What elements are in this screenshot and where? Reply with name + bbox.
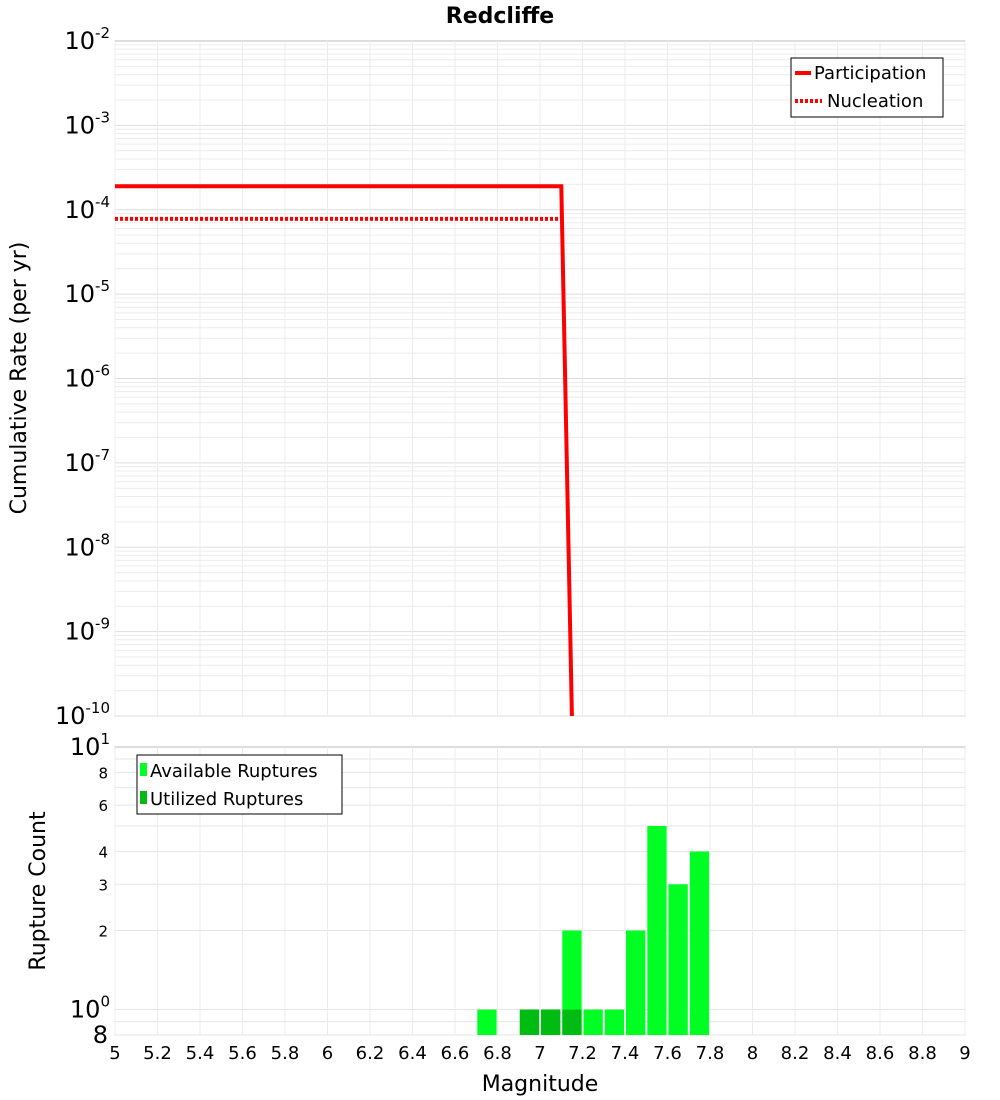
magnitude-x-axis-label: Magnitude <box>482 1072 599 1097</box>
legend-nucleation-label: Nucleation <box>827 91 923 112</box>
magnitude-x-tick-label: 7.2 <box>568 1043 597 1064</box>
magnitude-x-tick-label: 8.8 <box>908 1043 937 1064</box>
rate-y-tick-label: 10-7 <box>64 446 110 477</box>
rate-y-axis-label: Cumulative Rate (per yr) <box>7 242 32 515</box>
legend-participation-label: Participation <box>814 63 926 84</box>
rupture-y-minor-tick-label: 4 <box>98 843 108 861</box>
available-rupture-bar <box>583 1009 603 1035</box>
magnitude-x-tick-label: 7.8 <box>696 1043 725 1064</box>
rate-y-tick-label-exponent: -2 <box>95 24 110 42</box>
available-rupture-bar <box>626 930 646 1035</box>
rate-y-tick-label: 10-6 <box>64 362 110 393</box>
rate-y-tick-label-exponent: -7 <box>95 446 110 464</box>
rate-y-tick-label-base: 10 <box>55 702 86 730</box>
magnitude-x-tick-label: 7.6 <box>653 1043 682 1064</box>
chart-title: Redcliffe <box>446 4 554 29</box>
rate-series <box>115 184 574 717</box>
legend-utilized-swatch <box>140 791 147 804</box>
rupture-y-minor-tick-label: 3 <box>98 876 108 894</box>
rate-legend-box <box>790 57 944 118</box>
magnitude-x-tick-label: 5.4 <box>186 1043 215 1064</box>
magnitude-x-tick-label: 8 <box>747 1043 758 1064</box>
rate-y-tick-label-base: 10 <box>64 618 95 646</box>
legend-utilized-label: Utilized Ruptures <box>150 789 303 810</box>
rate-legend: Participation Nucleation <box>790 57 944 118</box>
utilized-rupture-bar <box>519 1009 540 1035</box>
magnitude-x-tick-label: 5.6 <box>228 1043 257 1064</box>
rate-y-tick-label-exponent: -6 <box>95 362 110 380</box>
rate-y-tick-label: 10-3 <box>64 108 110 139</box>
magnitude-x-tick-label: 5.2 <box>143 1043 172 1064</box>
available-rupture-bar <box>477 1009 497 1035</box>
rate-y-tick-label-exponent: -9 <box>95 615 110 633</box>
magnitude-x-tick-label: 5.8 <box>271 1043 300 1064</box>
magnitude-x-tick-label: 6.4 <box>398 1043 427 1064</box>
magnitude-x-tick-label: 8.4 <box>823 1043 852 1064</box>
rate-chart: 10-210-310-410-510-610-710-810-910-10 Cu… <box>7 24 966 730</box>
rupture-y-minor-tick-label: 2 <box>98 923 108 941</box>
rate-y-tick-label-exponent: -3 <box>95 108 110 126</box>
magnitude-x-tick-labels: 5 5.2 5.4 5.6 5.8 6 6.2 6.4 6.6 6.8 7 7.2 7.4 7.6 7.8 8… <box>109 1043 970 1064</box>
rupture-y-tick-label: 100 <box>70 993 110 1024</box>
rate-y-tick-label-base: 10 <box>64 27 95 55</box>
rate-y-tick-label-exponent: -5 <box>95 277 110 295</box>
rate-y-tick-label-base: 10 <box>64 280 95 308</box>
rupture-legend-box <box>136 754 343 815</box>
rupture-y-minor-tick-label: 8 <box>98 764 108 782</box>
available-rupture-bar <box>689 851 710 1035</box>
available-rupture-bar <box>562 930 582 1035</box>
rate-y-tick-label: 10-9 <box>64 615 110 646</box>
magnitude-x-tick-label: 7.4 <box>611 1043 640 1064</box>
rupture-y-tick-label-base: 10 <box>70 996 101 1024</box>
legend-available-swatch <box>140 763 147 776</box>
rupture-y-axis-label: Rupture Count <box>26 811 51 971</box>
rupture-y-tick-label-exponent: 0 <box>100 993 110 1011</box>
rate-gridlines <box>114 41 966 717</box>
rate-y-tick-label: 10-8 <box>64 530 110 561</box>
magnitude-x-tick-label: 6.6 <box>441 1043 470 1064</box>
rupture-gridlines <box>114 747 966 1036</box>
magnitude-x-tick-label: 6 <box>322 1043 333 1064</box>
rupture-legend: Available Ruptures Utilized Ruptures <box>136 754 343 815</box>
rupture-bars <box>477 826 710 1035</box>
magnitude-x-tick-label: 5 <box>109 1043 120 1064</box>
rupture-y-tick-label-base: 10 <box>70 733 101 761</box>
rate-y-tick-label: 10-5 <box>64 277 110 308</box>
available-rupture-bar <box>668 884 688 1035</box>
rate-y-tick-label: 10-4 <box>64 193 110 224</box>
rate-y-tick-labels: 10-210-310-410-510-610-710-810-910-10 <box>55 24 110 730</box>
rate-y-tick-label-base: 10 <box>64 111 95 139</box>
rupture-y-tick-label: 101 <box>70 730 110 761</box>
rupture-y-tick-label-exponent: 1 <box>100 730 110 748</box>
magnitude-x-tick-label: 7 <box>534 1043 545 1064</box>
magnitude-x-tick-label: 8.6 <box>866 1043 895 1064</box>
rate-y-tick-label-base: 10 <box>64 533 95 561</box>
legend-available-label: Available Ruptures <box>150 761 318 782</box>
available-rupture-bar <box>604 1009 625 1035</box>
rate-y-tick-label-base: 10 <box>64 196 95 224</box>
magnitude-x-tick-label: 6.2 <box>356 1043 385 1064</box>
rupture-y-minor-tick-label: 6 <box>98 797 108 815</box>
rate-y-tick-label-exponent: -8 <box>95 530 110 548</box>
rate-y-tick-label-base: 10 <box>64 365 95 393</box>
magnitude-x-tick-label: 9 <box>959 1043 970 1064</box>
magnitude-x-tick-label: 6.8 <box>483 1043 512 1064</box>
utilized-rupture-bar <box>541 1009 561 1035</box>
rate-y-tick-label-base: 10 <box>64 449 95 477</box>
rate-y-tick-label-exponent: -10 <box>86 699 111 717</box>
utilized-rupture-bar <box>562 1009 582 1035</box>
rate-y-tick-label-exponent: -4 <box>95 193 110 211</box>
rupture-y-min-tick-label: 8 <box>93 1021 108 1049</box>
rate-y-tick-label: 10-2 <box>64 24 110 55</box>
available-rupture-bar <box>647 826 667 1035</box>
magnitude-x-tick-label: 8.2 <box>781 1043 810 1064</box>
participation-line <box>115 184 574 717</box>
rate-y-tick-label: 10-10 <box>55 699 110 730</box>
